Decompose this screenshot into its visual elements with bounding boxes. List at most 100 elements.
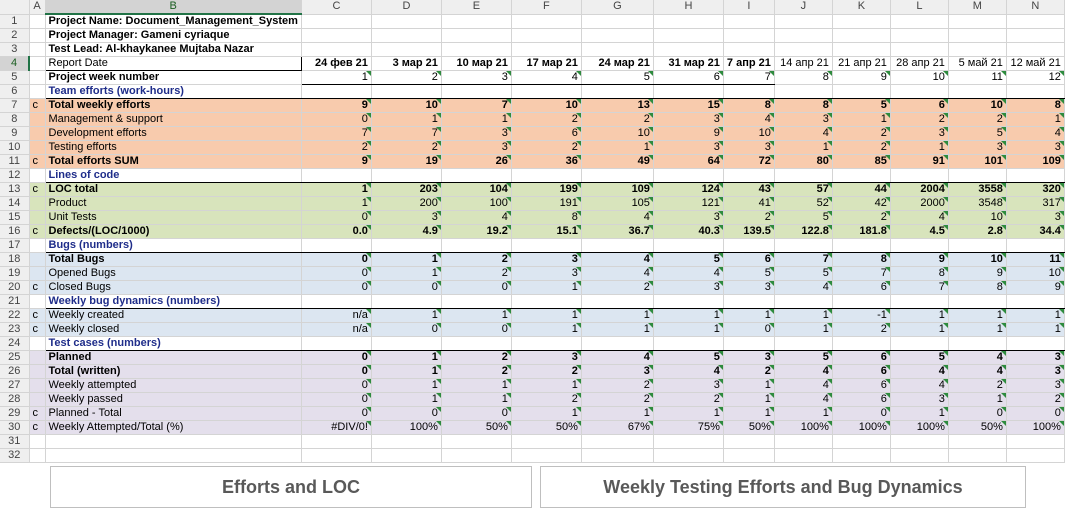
cell-value[interactable]: 0	[441, 322, 512, 337]
cell-value[interactable]	[948, 336, 1007, 351]
cell-value[interactable]: 124	[653, 182, 724, 197]
cell-value[interactable]: 121	[653, 196, 724, 211]
cell-value[interactable]: 1	[371, 378, 442, 393]
cell-value[interactable]: 7 апр 21	[723, 56, 775, 71]
cell-value[interactable]: 4	[774, 392, 833, 407]
row-header[interactable]: 17	[0, 238, 30, 253]
cell-value[interactable]: 1	[653, 322, 724, 337]
cell-value[interactable]: 1	[371, 308, 442, 323]
cell-value[interactable]	[1006, 238, 1065, 253]
cell-value[interactable]: 4	[774, 280, 833, 295]
cell-value[interactable]: 34.4	[1006, 224, 1065, 239]
cell-value[interactable]: 36.7	[581, 224, 654, 239]
cell-value[interactable]: 1	[301, 182, 372, 197]
column-header-j[interactable]: J	[774, 0, 833, 15]
cell-value[interactable]	[948, 28, 1007, 43]
cell-value[interactable]: 3548	[948, 196, 1007, 211]
cell-a[interactable]	[29, 210, 46, 225]
cell-value[interactable]: 1	[371, 252, 442, 267]
cell-value[interactable]: 7	[723, 70, 775, 85]
cell-value[interactable]: -1	[832, 308, 891, 323]
cell-value[interactable]: 1	[511, 308, 582, 323]
cell-value[interactable]: 1	[441, 308, 512, 323]
cell-value[interactable]: 109	[581, 182, 654, 197]
cell-value[interactable]	[653, 336, 724, 351]
cell-value[interactable]	[371, 448, 442, 463]
cell-a[interactable]	[29, 168, 46, 183]
cell-value[interactable]: 0	[441, 406, 512, 421]
cell-value[interactable]: 1	[371, 364, 442, 379]
efforts-loc-chart[interactable]: Efforts and LOC	[50, 466, 532, 508]
cell-value[interactable]: 19.2	[441, 224, 512, 239]
cell-a[interactable]	[29, 84, 46, 99]
cell-value[interactable]: 2	[511, 112, 582, 127]
cell-value[interactable]	[1006, 434, 1065, 449]
row-header[interactable]: 7	[0, 98, 30, 113]
cell-value[interactable]	[371, 84, 442, 99]
cell-value[interactable]: 2	[832, 210, 891, 225]
cell-value[interactable]	[581, 28, 654, 43]
cell-value[interactable]: 4	[890, 364, 949, 379]
cell-value[interactable]: 8	[832, 252, 891, 267]
cell-value[interactable]	[948, 42, 1007, 57]
cell-value[interactable]	[581, 238, 654, 253]
cell-a[interactable]	[29, 364, 46, 379]
cell-value[interactable]: 1	[890, 140, 949, 155]
cell-value[interactable]: 1	[441, 378, 512, 393]
cell-value[interactable]	[301, 294, 372, 309]
cell-value[interactable]	[890, 448, 949, 463]
cell-value[interactable]	[774, 28, 833, 43]
cell-value[interactable]: 2	[511, 140, 582, 155]
cell-value[interactable]: 1	[371, 112, 442, 127]
cell-value[interactable]: 5	[948, 126, 1007, 141]
cell-value[interactable]: 1	[1006, 322, 1065, 337]
cell-value[interactable]: 0	[301, 364, 372, 379]
cell-value[interactable]: 44	[832, 182, 891, 197]
cell-value[interactable]: 8	[774, 98, 833, 113]
row-header[interactable]: 3	[0, 42, 30, 57]
cell-value[interactable]: 26	[441, 154, 512, 169]
cell-value[interactable]	[301, 168, 372, 183]
cell-b-label[interactable]: Total efforts SUM	[45, 154, 302, 169]
cell-value[interactable]: 1	[774, 140, 833, 155]
cell-value[interactable]	[301, 14, 372, 29]
cell-value[interactable]: 109	[1006, 154, 1065, 169]
cell-value[interactable]	[1006, 42, 1065, 57]
cell-value[interactable]: 43	[723, 182, 775, 197]
cell-value[interactable]: 2	[1006, 392, 1065, 407]
cell-value[interactable]	[890, 84, 949, 99]
cell-a[interactable]: c	[29, 420, 46, 435]
row-header[interactable]: 2	[0, 28, 30, 43]
cell-value[interactable]: 2	[441, 350, 512, 365]
cell-value[interactable]: 1	[774, 322, 833, 337]
cell-value[interactable]: 2	[723, 364, 775, 379]
cell-value[interactable]: 1	[890, 322, 949, 337]
cell-value[interactable]: 4	[1006, 126, 1065, 141]
cell-value[interactable]: 1	[581, 322, 654, 337]
cell-a[interactable]	[29, 252, 46, 267]
cell-value[interactable]: 64	[653, 154, 724, 169]
cell-value[interactable]: 4	[653, 364, 724, 379]
cell-value[interactable]: 8	[1006, 98, 1065, 113]
cell-value[interactable]: 3	[653, 378, 724, 393]
cell-value[interactable]: 8	[948, 280, 1007, 295]
cell-value[interactable]	[723, 294, 775, 309]
cell-value[interactable]: 9	[948, 266, 1007, 281]
cell-value[interactable]	[723, 448, 775, 463]
cell-value[interactable]: 1	[511, 322, 582, 337]
cell-value[interactable]: 2	[832, 322, 891, 337]
cell-value[interactable]: 10	[511, 98, 582, 113]
cell-b-label[interactable]: Development efforts	[45, 126, 302, 141]
cell-value[interactable]: 5	[832, 98, 891, 113]
cell-value[interactable]	[832, 28, 891, 43]
cell-value[interactable]: 6	[890, 98, 949, 113]
cell-value[interactable]: 7	[774, 252, 833, 267]
cell-b-label[interactable]: Unit Tests	[45, 210, 302, 225]
cell-value[interactable]: 8	[890, 266, 949, 281]
cell-value[interactable]: 0	[301, 252, 372, 267]
cell-value[interactable]	[890, 238, 949, 253]
cell-value[interactable]: 3	[1006, 350, 1065, 365]
cell-a[interactable]	[29, 42, 46, 57]
cell-value[interactable]: 10	[1006, 266, 1065, 281]
row-header[interactable]: 9	[0, 126, 30, 141]
